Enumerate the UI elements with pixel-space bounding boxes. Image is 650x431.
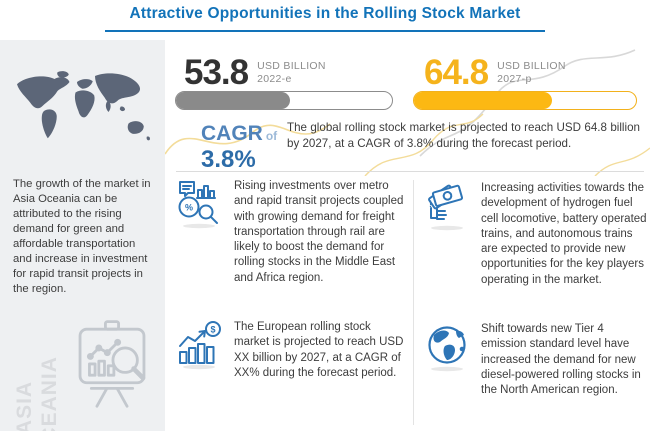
- horizontal-divider: [176, 171, 644, 172]
- svg-text:$: $: [210, 325, 215, 335]
- insight-middle-east-africa: % Rising investments over metro and rapi…: [177, 179, 406, 286]
- presentation-chart-icon: [78, 320, 146, 408]
- cagr-block: CAGR of 3.8%: [201, 123, 277, 172]
- svg-text:%: %: [185, 203, 193, 213]
- globe-icon: [428, 326, 466, 372]
- market-analysis-icon: %: [178, 181, 218, 229]
- stat-2022-value: 53.8: [184, 53, 249, 92]
- region-label: ASIA OCEANIA: [12, 346, 68, 431]
- stat-2022-unit: USD BILLION 2022-e: [257, 60, 326, 85]
- stat-2022-year: 2022-e: [257, 72, 292, 85]
- page-title: Attractive Opportunities in the Rolling …: [129, 5, 521, 22]
- cash-hand-icon: !: [428, 184, 464, 231]
- insight-text: Rising investments over metro and rapid …: [234, 180, 404, 284]
- insight-text: Increasing activities towards the develo…: [481, 182, 647, 286]
- stat-2027-year: 2027-p: [497, 72, 532, 85]
- stat-2027-unit: USD BILLION 2027-p: [497, 60, 566, 85]
- progress-fill-2022: [176, 92, 291, 109]
- insight-europe-market: $ The European rolling stock market is p…: [177, 320, 406, 381]
- progress-fill-2027: [414, 92, 552, 109]
- svg-text:!: !: [429, 199, 432, 209]
- cagr-value: 3.8%: [201, 146, 256, 173]
- stat-2022-unit-label: USD BILLION: [257, 60, 326, 72]
- progress-bar-2027: [413, 91, 637, 110]
- insight-text: The European rolling stock market is pro…: [234, 321, 404, 379]
- insight-text: Shift towards new Tier 4 emission standa…: [481, 323, 641, 397]
- title-underline: [105, 30, 545, 32]
- region-label-line2: OCEANIA: [38, 356, 61, 431]
- region-label-line1: ASIA: [13, 380, 36, 431]
- cagr-of-word: of: [265, 129, 278, 143]
- stat-2027-unit-label: USD BILLION: [497, 60, 566, 72]
- vertical-divider: [413, 180, 414, 425]
- cagr-description: The global rolling stock market is proje…: [287, 121, 640, 150]
- insight-north-america: Shift towards new Tier 4 emission standa…: [424, 322, 647, 398]
- cagr-label: CAGR of: [201, 122, 278, 145]
- growth-chart-dollar-icon: $: [179, 321, 221, 370]
- world-map: [17, 71, 150, 141]
- region-summary: The growth of the market in Asia Oceania…: [13, 178, 151, 296]
- stat-2027: 64.8 USD BILLION 2027-p: [424, 55, 566, 90]
- stat-2022: 53.8 USD BILLION 2022-e: [184, 55, 326, 90]
- region-sidebar: The growth of the market in Asia Oceania…: [0, 40, 165, 431]
- stat-2027-value: 64.8: [424, 53, 489, 92]
- progress-bar-2022: [175, 91, 393, 110]
- insight-new-technologies: ! Increasing activities towards the deve…: [424, 181, 647, 288]
